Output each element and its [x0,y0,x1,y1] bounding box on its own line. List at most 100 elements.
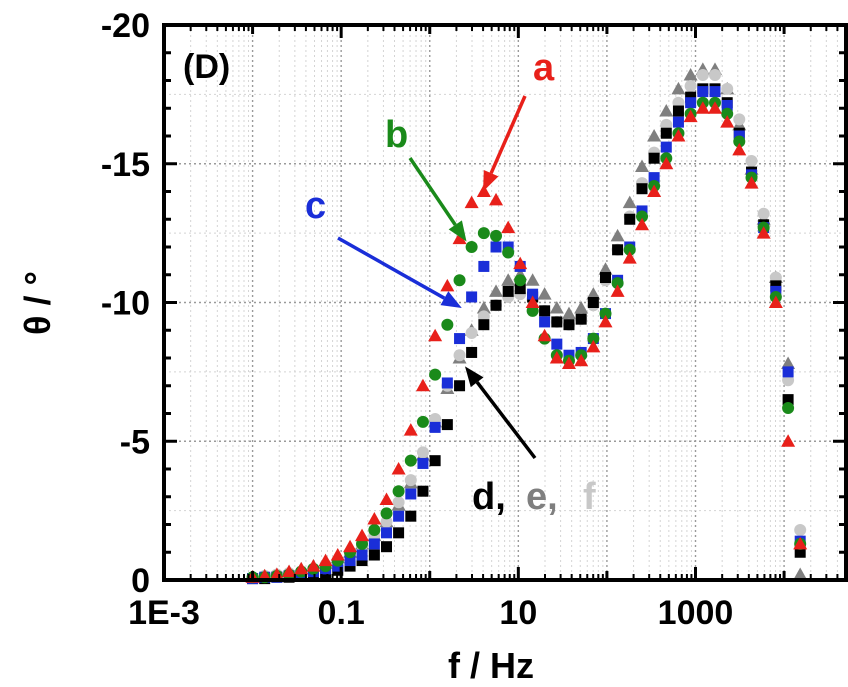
data-point-f [696,68,709,81]
tick-labels: 1E-3 0.1 10 1000 0 -5 -10 -15 -20 [101,7,733,632]
data-point-c [709,86,721,98]
data-point-a [744,176,759,189]
annotation-arrow-2 [337,236,462,309]
data-point-d [770,280,782,292]
data-point-d [660,127,672,139]
data-point-b [477,227,490,240]
annotation-label-2: c [305,185,326,227]
data-point-e [525,273,540,286]
data-point-e [781,356,796,370]
data-point-b [429,368,442,381]
data-point-c [381,527,393,539]
y-tick-label: -5 [120,423,150,461]
data-point-b [623,243,636,256]
data-point-e [537,287,552,300]
data-point-c [782,366,794,378]
data-point-a [415,378,430,392]
data-point-d [551,316,563,328]
panel-label: (D) [183,48,230,86]
data-point-f [416,446,429,459]
data-point-a [793,536,808,550]
data-point-a [501,220,516,234]
annotation-arrow-3 [465,366,537,460]
data-point-f [392,496,405,509]
data-point-e [561,306,576,320]
data-point-b [514,274,527,287]
data-point-c [368,538,380,550]
data-point-a [318,553,333,567]
data-point-a [647,184,662,197]
annotations: a b c d, e, f [305,47,596,518]
annotation-label-5: f [583,476,596,518]
data-point-c [393,510,405,522]
data-point-c [429,421,441,433]
data-point-a [561,356,576,370]
data-point-d [393,527,405,539]
data-point-a [622,251,637,264]
data-point-e [683,67,698,81]
data-point-d [648,152,660,164]
data-point-b [441,318,454,331]
data-point-f [733,113,746,126]
data-point-a [403,423,418,436]
annotation-arrow-0-head [483,169,499,192]
data-point-e [549,301,564,314]
data-point-f [757,207,770,220]
data-point-a [707,101,722,114]
data-series [245,62,808,585]
data-point-d [563,319,575,331]
annotation-arrow-3-head [465,366,484,388]
data-point-c [454,333,466,345]
data-point-b [611,277,624,290]
data-point-e [476,301,491,314]
x-tick-label: 1E-3 [128,594,200,632]
data-point-f [465,327,478,340]
data-point-c [539,316,551,328]
data-point-a [391,462,406,475]
data-point-b [380,507,393,520]
data-point-d [612,244,624,256]
data-point-e [647,129,662,142]
data-point-a [549,351,564,364]
data-point-c [721,99,733,111]
data-point-d [624,213,636,225]
data-point-a [574,353,589,367]
data-point-d [441,419,453,431]
x-axis-title: f / Hz [448,645,534,686]
annotation-arrow-1 [408,157,467,242]
data-point-f [794,524,807,537]
data-point-a [355,528,370,542]
annotation-arrow-3-shaft [475,381,537,460]
data-point-d [466,346,478,358]
data-point-b [782,401,795,414]
data-point-d [381,541,393,553]
data-point-d [600,272,612,284]
y-tick-label: -15 [101,146,150,184]
data-point-a [683,109,698,123]
data-point-a [537,328,552,342]
data-point-b [416,415,429,428]
annotation-label-3: d, [472,476,506,518]
data-point-e [635,159,650,173]
data-point-c [551,338,563,350]
data-point-a [781,434,796,447]
data-point-d [794,546,806,558]
data-point-b [368,524,381,537]
x-tick-label: 1000 [658,594,734,632]
data-point-d [417,485,429,497]
data-point-e [659,104,674,117]
data-point-c [441,377,453,389]
x-tick-label: 0.1 [318,594,365,632]
data-point-a [513,256,528,270]
data-point-a [440,278,455,292]
data-point-a [635,217,650,231]
data-point-c [356,549,368,561]
data-point-e [489,284,504,297]
data-point-e [671,81,686,95]
data-point-c [466,291,478,303]
data-point-e [501,273,516,286]
data-point-d [575,313,587,325]
data-point-a [768,295,783,308]
data-point-e [793,567,808,580]
